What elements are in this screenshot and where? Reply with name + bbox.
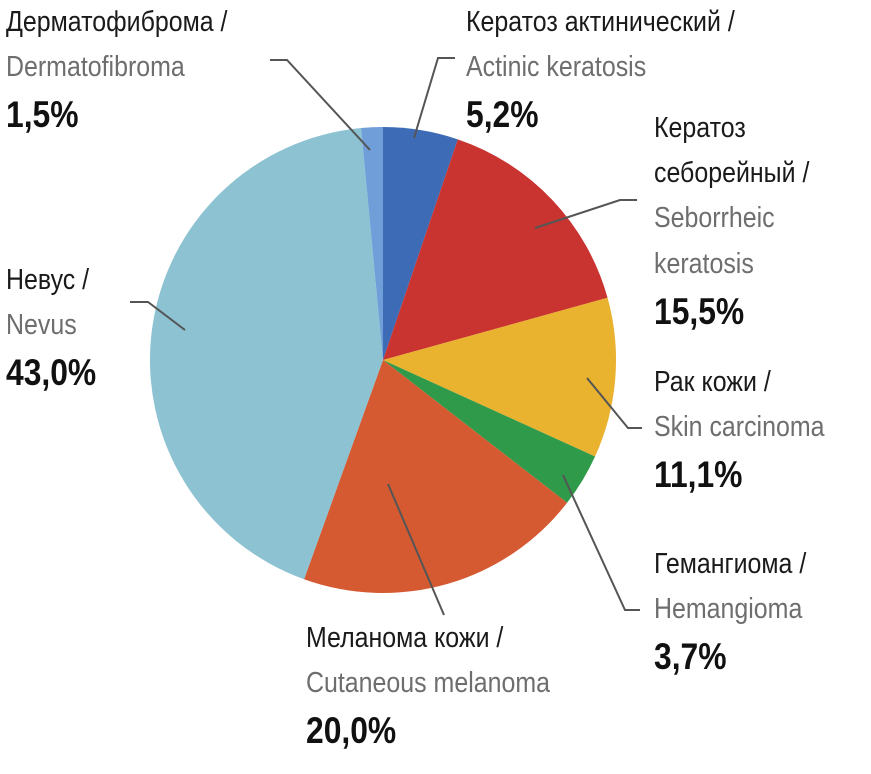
leader-lines xyxy=(130,57,642,616)
label-en: Dermatofibroma xyxy=(6,51,185,84)
label-percent: 15,5% xyxy=(654,290,745,332)
label-skin-carcinoma: Рак кожи / Skin carcinoma 11,1% xyxy=(654,360,852,500)
label-percent: 20,0% xyxy=(306,710,397,752)
pie-slice-actinic-keratosis xyxy=(383,127,458,360)
leader-line-skin-carcinoma xyxy=(586,377,642,429)
leader-line-cutaneous-melanoma xyxy=(387,483,445,616)
label-ru: Рак кожи / xyxy=(654,366,771,398)
pie-slice-skin-carcinoma xyxy=(383,297,617,457)
label-en-line2: keratosis xyxy=(654,247,754,280)
label-ru: Невус / xyxy=(6,264,90,296)
leader-line-hemangioma xyxy=(562,474,640,611)
label-hemangioma: Гемангиома / Hemangioma 3,7% xyxy=(654,542,831,682)
pie-slice-nevus xyxy=(149,128,383,580)
pie-slice-seborrheic xyxy=(383,139,608,360)
label-ru: Дерматофиброма / xyxy=(6,6,228,38)
label-en: Hemangioma xyxy=(654,593,803,626)
label-percent: 1,5% xyxy=(6,94,79,136)
leader-line-actinic-keratosis xyxy=(413,57,455,139)
leader-line-seborrheic-keratosis xyxy=(534,199,637,229)
label-en: Skin carcinoma xyxy=(654,411,825,444)
label-en: Actinic keratosis xyxy=(466,51,647,84)
label-actinic-keratosis: Кератоз актинический / Actinic keratosis… xyxy=(466,0,779,140)
label-en: Nevus xyxy=(6,309,77,342)
label-ru-line2: себорейный / xyxy=(654,157,810,190)
label-percent: 43,0% xyxy=(6,352,97,394)
label-percent: 11,1% xyxy=(654,454,743,496)
label-percent: 3,7% xyxy=(654,636,727,678)
label-percent: 5,2% xyxy=(466,94,539,136)
pie-slice-cutaneous-melanoma xyxy=(304,360,568,594)
pie-slice-hemangioma xyxy=(383,360,596,503)
label-ru: Гемангиома / xyxy=(654,548,807,580)
label-ru: Кератоз актинический / xyxy=(466,6,735,38)
label-dermatofibroma: Дерматофиброма / Dermatofibroma 1,5% xyxy=(6,0,264,140)
leader-line-dermatofibroma xyxy=(270,59,371,151)
pie-slices xyxy=(149,126,617,594)
label-ru: Кератоз xyxy=(654,112,746,144)
label-cutaneous-melanoma: Меланома кожи / Cutaneous melanoma 20,0% xyxy=(306,616,590,756)
pie-slice-dermatofibroma xyxy=(361,126,383,360)
label-nevus: Невус / Nevus 43,0% xyxy=(6,258,111,398)
label-en: Seborrheic xyxy=(654,202,775,235)
leader-line-nevus xyxy=(130,301,186,331)
label-seborrheic-keratosis: Кератоз себорейный / Seborrheic keratosi… xyxy=(654,106,835,337)
label-ru: Меланома кожи / xyxy=(306,622,504,654)
label-en: Cutaneous melanoma xyxy=(306,667,551,700)
